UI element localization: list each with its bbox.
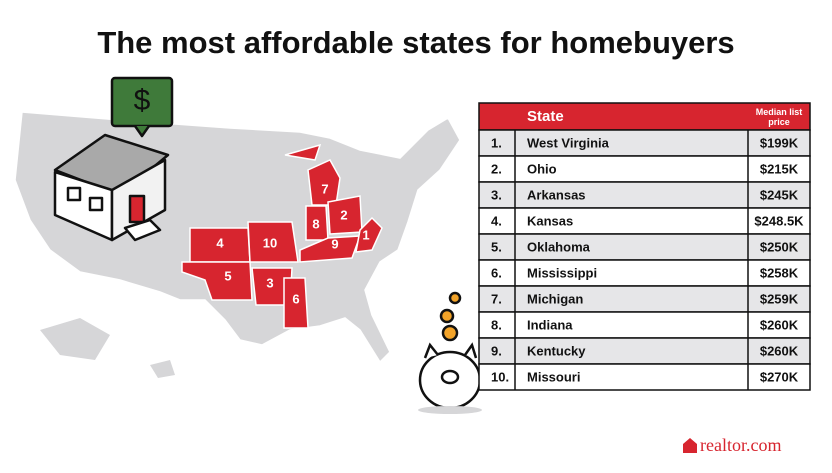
title: The most affordable states for homebuyer… — [97, 25, 734, 60]
map-label: 1 — [362, 227, 369, 242]
price: $260K — [760, 317, 799, 332]
price: $250K — [760, 239, 799, 254]
price: $215K — [760, 161, 799, 176]
rank: 5. — [491, 239, 502, 254]
state-name: Kentucky — [527, 343, 586, 358]
brand-icon — [683, 438, 697, 453]
price: $258K — [760, 265, 799, 280]
map-label: 9 — [331, 236, 338, 251]
state-name: Oklahoma — [527, 239, 591, 254]
row-bg — [478, 285, 811, 313]
rank: 9. — [491, 343, 502, 358]
piggy-bank — [418, 291, 482, 414]
header-price: Median list price — [755, 107, 803, 127]
row-bg — [478, 259, 811, 287]
price: $259K — [760, 291, 799, 306]
row-bg — [478, 233, 811, 261]
map-label: 7 — [321, 181, 328, 196]
state-name: Indiana — [527, 317, 573, 332]
header-price-wrap: Median list price — [755, 107, 803, 127]
price: $260K — [760, 343, 799, 358]
row-bg — [478, 181, 811, 209]
rank: 6. — [491, 265, 502, 280]
state-name: Kansas — [527, 213, 573, 228]
rank: 10. — [491, 369, 509, 384]
price: $199K — [760, 135, 799, 150]
header-state: State — [527, 108, 564, 125]
row-bg — [478, 363, 811, 391]
rank: 7. — [491, 291, 502, 306]
state-name: Arkansas — [527, 187, 586, 202]
map-label: 5 — [224, 268, 231, 283]
state-name: Michigan — [527, 291, 583, 306]
rank: 3. — [491, 187, 502, 202]
rank: 1. — [491, 135, 502, 150]
price: $245K — [760, 187, 799, 202]
brand: realtor.com — [700, 435, 781, 455]
rank: 8. — [491, 317, 502, 332]
price: $248.5K — [754, 213, 804, 228]
rank: 2. — [491, 161, 502, 176]
row-bg — [478, 155, 811, 183]
map-label: 3 — [266, 275, 273, 290]
state-name: Mississippi — [527, 265, 597, 280]
map-label: 8 — [312, 216, 319, 231]
row-bg — [478, 311, 811, 339]
map-label: 6 — [292, 291, 299, 306]
state-name: West Virginia — [527, 135, 610, 150]
map-label: 10 — [263, 235, 277, 250]
row-bg — [478, 129, 811, 157]
map-label: 2 — [340, 207, 347, 222]
map-label: 4 — [216, 235, 224, 250]
table: State Median list price 1. West Virginia $… — [478, 102, 811, 391]
rank: 4. — [491, 213, 502, 228]
row-bg — [478, 207, 811, 235]
price: $270K — [760, 369, 799, 384]
row-bg — [478, 337, 811, 365]
state-name: Missouri — [527, 369, 580, 384]
dollar-sign: $ — [134, 84, 151, 117]
house-icon — [53, 76, 174, 242]
state-name: Ohio — [527, 161, 557, 176]
